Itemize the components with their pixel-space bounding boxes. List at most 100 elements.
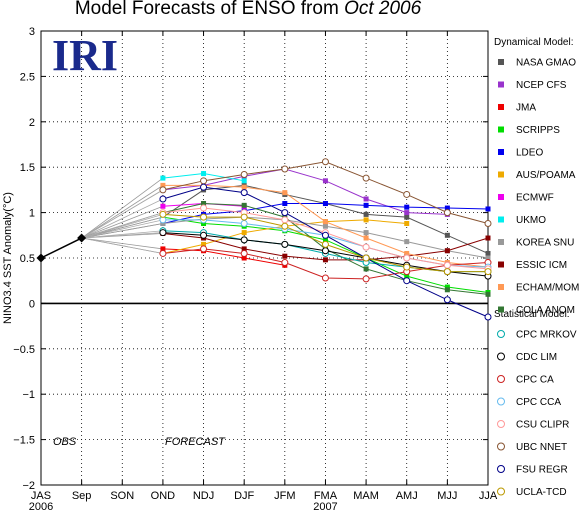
data-point: [363, 211, 369, 217]
legend-marker: [498, 81, 504, 88]
legend-label: UCLA-TCD: [516, 487, 567, 498]
data-point: [404, 214, 410, 220]
legend-marker: [497, 465, 505, 473]
series-line: [81, 216, 164, 239]
data-point: [282, 190, 288, 196]
data-point: [241, 230, 247, 236]
data-point: [200, 231, 208, 239]
data-point: [201, 201, 207, 207]
legend-label: ECHAM/MOM: [516, 283, 579, 294]
legend-label: CPC CA: [516, 375, 554, 386]
data-point: [282, 253, 288, 259]
data-point: [362, 174, 370, 182]
data-point: [484, 268, 492, 276]
data-point: [363, 266, 369, 272]
y-tick-label: 0: [29, 298, 35, 310]
legend-marker: [498, 306, 504, 313]
data-point: [444, 248, 450, 254]
series-line: [81, 198, 164, 239]
legend-label: NCEP CFS: [516, 80, 567, 91]
legend-marker: [498, 104, 504, 110]
data-point: [404, 273, 410, 279]
observed-line: [40, 237, 82, 259]
y-tick-label: 2: [29, 117, 35, 129]
data-point: [281, 209, 289, 217]
data-point: [200, 204, 208, 212]
data-point: [485, 291, 491, 297]
y-tick-label: 0.5: [20, 253, 35, 265]
legend-label: NASA GMAO: [516, 58, 576, 69]
data-point: [200, 245, 208, 253]
data-point: [201, 171, 207, 177]
legend-marker: [497, 420, 505, 428]
data-point: [240, 249, 248, 257]
series-line: [81, 185, 164, 239]
y-tick-label: 2.5: [20, 71, 35, 83]
data-point: [159, 210, 167, 218]
legend-label: AUS/POAMA: [516, 170, 576, 181]
data-point: [201, 220, 207, 226]
data-point: [241, 178, 247, 184]
data-point: [485, 250, 491, 256]
data-point: [281, 165, 289, 173]
data-point: [363, 235, 369, 241]
data-point: [363, 230, 369, 236]
series-line: [81, 177, 164, 239]
series-line: [81, 237, 163, 250]
data-point: [160, 246, 166, 252]
data-point: [159, 195, 167, 203]
data-point: [282, 201, 288, 207]
legend-label: UKMO: [516, 215, 546, 226]
data-point: [363, 202, 369, 208]
legend-marker: [497, 330, 505, 338]
legend-label: CDC LIM: [516, 352, 557, 363]
data-point: [362, 275, 370, 283]
data-point: [322, 223, 328, 229]
legend-label: JMA: [516, 103, 536, 114]
legend-label: ESSIC ICM: [516, 260, 567, 271]
y-tick-label: 1: [29, 208, 35, 220]
observed-point: [77, 233, 87, 243]
data-point: [281, 222, 289, 230]
data-point: [200, 213, 208, 221]
y-tick-label: −1: [22, 389, 35, 401]
data-point: [200, 183, 208, 191]
series-line: [81, 205, 164, 239]
data-point: [240, 219, 248, 227]
data-point: [363, 217, 369, 223]
data-point: [322, 201, 328, 207]
legend-label: CSU CLIPR: [516, 420, 569, 431]
legend-marker: [497, 352, 505, 361]
forecast-label: FORECAST: [165, 436, 226, 448]
chart-title-date: Oct 2006: [344, 0, 422, 19]
data-point: [159, 186, 167, 194]
data-point: [240, 189, 248, 197]
legend-statistical-title: Statistical Model:: [494, 309, 570, 320]
chart-title-prefix: Model Forecasts of ENSO from: [75, 0, 339, 19]
y-tick-label: 3: [29, 26, 35, 38]
series-line: [162, 168, 448, 215]
y-tick-label: 1.5: [20, 162, 35, 174]
legend-marker: [498, 194, 504, 200]
data-point: [444, 232, 450, 238]
legend-label: KOREA SNU: [516, 238, 574, 249]
data-point: [443, 296, 451, 304]
data-point: [321, 247, 329, 255]
data-point: [321, 158, 329, 166]
data-point: [241, 246, 247, 252]
obs-label: OBS: [53, 436, 77, 448]
x-tick-label: OND: [151, 490, 176, 502]
series-line: [81, 237, 163, 254]
x-tick-label: FMA: [314, 490, 338, 502]
data-point: [403, 277, 411, 285]
x-tick-label: NDJ: [193, 490, 214, 502]
data-point: [403, 263, 411, 271]
data-point: [240, 213, 248, 221]
x-tick-label: SON: [110, 490, 134, 502]
data-point: [321, 231, 329, 239]
x-tick-label: JJA: [479, 490, 498, 502]
data-point: [322, 219, 328, 225]
data-point: [321, 274, 329, 282]
